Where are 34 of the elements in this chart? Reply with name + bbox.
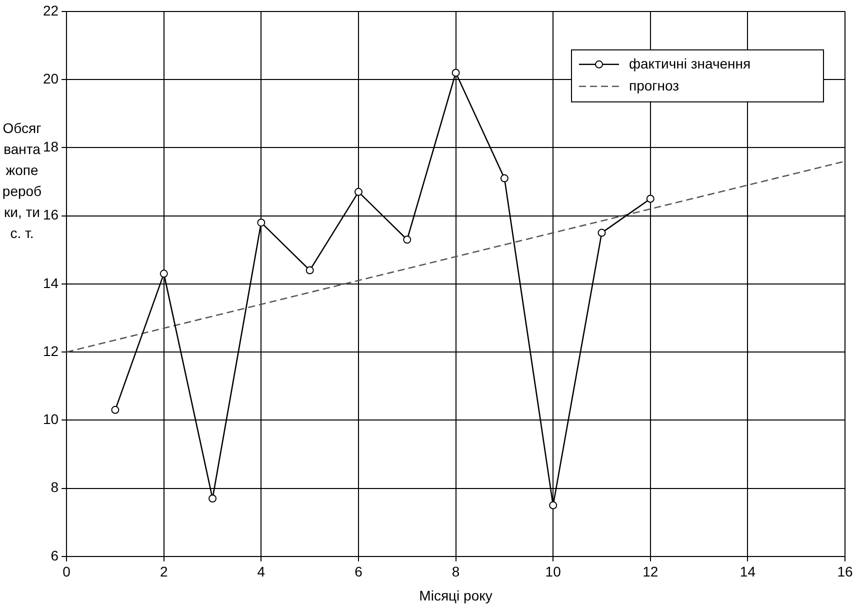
point (403, 236, 412, 244)
x-tick-label: 8 (452, 564, 460, 580)
point (549, 501, 558, 510)
x-axis-title: Місяці року (419, 587, 492, 604)
y-tick-label: 14 (42, 274, 59, 291)
point (354, 188, 362, 196)
x-tick-label: 16 (837, 564, 853, 580)
point (452, 68, 460, 77)
point (500, 174, 508, 182)
point (160, 270, 168, 278)
x-tick-label: 14 (740, 564, 756, 580)
x-tick-label: 10 (545, 564, 562, 580)
x-tick-label: 12 (642, 564, 658, 580)
legend-label: прогноз (629, 77, 680, 94)
x-tick-label: 2 (160, 564, 168, 580)
y-tick-label: 6 (50, 547, 59, 564)
x-tick-label: 4 (257, 564, 266, 580)
x-tick-label: 0 (62, 564, 71, 580)
y-tick-label: 18 (42, 138, 59, 155)
point (208, 494, 217, 502)
y-tick-label: 10 (42, 411, 59, 428)
point (598, 228, 606, 237)
legend-label: фактичні значення (629, 55, 751, 72)
y-axis-title: Обсяг вантажопереробки, тис. т. (2, 119, 42, 243)
y-tick-label: 8 (50, 479, 59, 496)
point (646, 194, 654, 203)
x-tick-label: 6 (354, 564, 363, 580)
y-tick-label: 22 (42, 2, 59, 18)
point (306, 266, 314, 274)
point (111, 406, 120, 414)
y-tick-label: 16 (42, 206, 59, 223)
y-tick-label: 12 (42, 342, 59, 359)
y-tick-label: 20 (42, 70, 59, 86)
point (257, 218, 266, 227)
